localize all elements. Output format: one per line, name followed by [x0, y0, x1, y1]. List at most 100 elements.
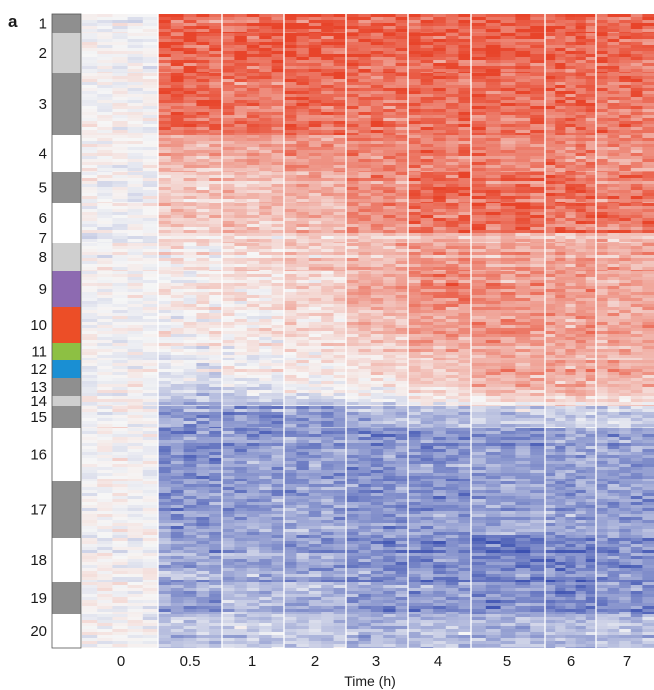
heatmap-cell [112, 135, 128, 138]
heatmap-cell [370, 227, 384, 230]
heatmap-cell [246, 289, 260, 292]
heatmap-cell [565, 135, 576, 138]
heatmap-cell [471, 292, 487, 295]
heatmap-cell [209, 307, 223, 310]
heatmap-cell [530, 274, 546, 277]
heatmap-cell [458, 135, 472, 138]
heatmap-cell [383, 42, 396, 45]
heatmap-cell [284, 261, 297, 264]
heatmap-cell [515, 206, 531, 209]
heatmap-cell [222, 224, 235, 227]
heatmap-cell [445, 14, 459, 17]
heatmap-cell [433, 76, 447, 79]
heatmap-cell [575, 193, 587, 196]
heatmap-cell [500, 17, 516, 20]
heatmap-cell [170, 127, 184, 130]
heatmap-cell [565, 20, 576, 23]
heatmap-cell [296, 29, 310, 32]
heatmap-cell [271, 196, 285, 199]
heatmap-cell [458, 109, 472, 112]
heatmap-cell [321, 236, 334, 239]
heatmap-cell [196, 267, 210, 270]
heatmap-cell [196, 88, 210, 91]
heatmap-cell [112, 124, 128, 127]
heatmap-cell [222, 14, 235, 17]
heatmap-cell [346, 45, 359, 48]
heatmap-cell [395, 29, 409, 32]
heatmap-cell [370, 26, 384, 29]
heatmap-cell [284, 322, 297, 325]
heatmap-cell [530, 94, 546, 97]
heatmap-cell [333, 239, 347, 242]
heatmap-cell [433, 190, 447, 193]
heatmap-cell [471, 100, 487, 103]
heatmap-cell [575, 54, 587, 57]
heatmap-cell [565, 17, 576, 20]
heatmap-cell [333, 328, 347, 331]
cluster-block-3 [52, 73, 81, 135]
heatmap-cell [234, 298, 248, 301]
heatmap-cell [565, 243, 576, 246]
heatmap-cell [585, 249, 597, 252]
heatmap-cell [127, 252, 144, 255]
heatmap-cell [196, 63, 210, 66]
heatmap-cell [630, 328, 643, 331]
heatmap-cell [284, 289, 297, 292]
heatmap-cell [112, 159, 128, 162]
heatmap-cell [433, 94, 447, 97]
heatmap-cell [82, 73, 98, 76]
heatmap-cell [585, 199, 597, 202]
heatmap-cell [346, 264, 359, 267]
heatmap-cell [585, 270, 597, 271]
heatmap-cell [630, 168, 643, 171]
heatmap-cell [234, 165, 248, 168]
heatmap-cell [222, 57, 235, 60]
heatmap-cell [284, 212, 297, 215]
heatmap-cell [596, 144, 608, 147]
heatmap-cell [458, 79, 472, 82]
heatmap-cell [596, 63, 608, 66]
heatmap-cell [515, 227, 531, 230]
heatmap-cell [170, 48, 184, 51]
heatmap-cell [458, 48, 472, 51]
heatmap-cell [358, 264, 372, 267]
heatmap-cell [308, 203, 322, 206]
heatmap-cell [408, 271, 421, 274]
heatmap-cell [619, 233, 632, 236]
heatmap-cell [259, 97, 272, 100]
heatmap-cell [308, 274, 322, 277]
heatmap-cell [358, 57, 372, 60]
heatmap-cell [471, 66, 487, 69]
heatmap-cell [370, 289, 384, 292]
heatmap-cell [383, 91, 396, 94]
heatmap-cell [358, 133, 372, 135]
heatmap-cell [395, 51, 409, 54]
heatmap-cell [196, 23, 210, 26]
heatmap-cell [515, 304, 531, 307]
heatmap-cell [555, 328, 566, 331]
heatmap-cell [642, 26, 654, 29]
heatmap-cell [395, 127, 409, 130]
heatmap-cell [271, 159, 285, 162]
heatmap-cell [170, 310, 184, 313]
heatmap-cell [445, 33, 459, 36]
heatmap-cell [234, 76, 248, 79]
heatmap-cell [445, 144, 459, 147]
heatmap-cell [607, 255, 620, 258]
heatmap-cell [619, 236, 632, 239]
heatmap-cell [259, 91, 272, 94]
heatmap-cell [183, 322, 197, 325]
heatmap-cell [158, 54, 172, 57]
heatmap-cell [619, 224, 632, 227]
heatmap-cell [383, 221, 396, 224]
heatmap-cell [112, 295, 128, 298]
heatmap-cell [82, 130, 98, 133]
heatmap-cell [555, 289, 566, 292]
heatmap-cell [321, 79, 334, 82]
heatmap-cell [619, 23, 632, 26]
heatmap-cell [196, 162, 210, 165]
heatmap-cell [271, 150, 285, 153]
heatmap-cell [308, 292, 322, 295]
heatmap-cell [383, 233, 396, 236]
heatmap-cell [346, 88, 359, 91]
